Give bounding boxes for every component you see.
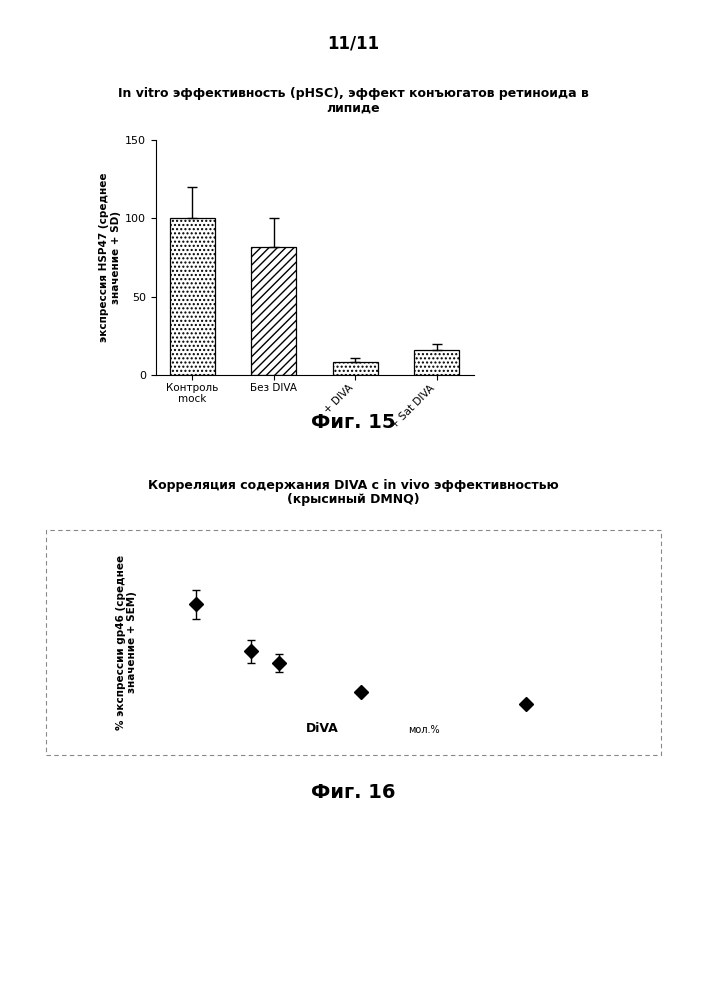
Bar: [170, 218, 215, 375]
Text: Фиг. 15: Фиг. 15: [311, 413, 396, 432]
Text: мол.%: мол.%: [408, 725, 440, 735]
Text: Корреляция содержания DIVA с in vivo эффективностью
(крысиный DMNQ): Корреляция содержания DIVA с in vivo эфф…: [148, 479, 559, 506]
Y-axis label: % экспрессии gp46 (среднее
значение + SEM): % экспрессии gp46 (среднее значение + SE…: [116, 555, 137, 730]
Bar: [333, 362, 378, 375]
Bar: [252, 247, 296, 375]
Y-axis label: экспрессия HSP47 (среднее
значение + SD): экспрессия HSP47 (среднее значение + SD): [99, 173, 121, 342]
Text: DiVA: DiVA: [306, 722, 339, 735]
Bar: [414, 350, 460, 375]
Text: In vitro эффективность (pHSC), эффект конъюгатов ретиноида в
липиде: In vitro эффективность (pHSC), эффект ко…: [118, 87, 589, 115]
Text: 11/11: 11/11: [327, 34, 380, 52]
Text: Фиг. 16: Фиг. 16: [311, 783, 396, 802]
